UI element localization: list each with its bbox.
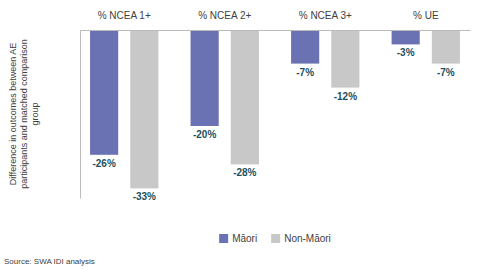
bar	[432, 30, 460, 64]
y-axis-title-line: participants and matched comparison	[19, 39, 29, 189]
bar	[90, 30, 118, 155]
tick: % NCEA 3+	[299, 10, 352, 21]
legend-swatch	[219, 234, 228, 243]
legend: Māori Non-Māori	[219, 233, 331, 244]
y-axis-line	[80, 31, 81, 199]
y-axis-title-line: group	[30, 102, 40, 125]
y-axis-title-line: Difference in outcomes between AE	[8, 43, 18, 185]
chart: % NCEA 1+ % NCEA 2+ % NCEA 3+ % UE -26% -20% -…	[0, 0, 480, 270]
legend-item: Māori	[219, 233, 257, 244]
tick: % UE	[413, 10, 439, 21]
tick: % NCEA 1+	[98, 10, 151, 21]
bar	[291, 30, 319, 64]
category-label: % NCEA 2+	[198, 10, 251, 21]
data-label: -7%	[437, 67, 455, 78]
x-axis-line	[81, 30, 471, 31]
bar	[191, 30, 219, 126]
data-label: -7%	[296, 67, 314, 78]
bar	[392, 30, 420, 44]
legend-label: Non-Māori	[284, 233, 331, 244]
plot: % NCEA 1+ % NCEA 2+ % NCEA 3+ % UE -26% -20% -…	[81, 10, 471, 202]
legend-swatch	[271, 234, 280, 243]
y-axis	[80, 31, 81, 199]
category-label: % NCEA 1+	[98, 10, 151, 21]
legend-label: Māori	[232, 233, 257, 244]
legend-item: Non-Māori	[271, 233, 331, 244]
bar	[130, 30, 158, 188]
data-label: -3%	[397, 47, 415, 58]
source-note: Source: SWA IDI analysis	[4, 257, 95, 266]
tick: % NCEA 2+	[198, 10, 251, 21]
category-label: % UE	[413, 10, 439, 21]
bar	[231, 30, 259, 164]
x-axis: % NCEA 1+ % NCEA 2+ % NCEA 3+ % UE	[81, 10, 471, 31]
data-label: -26%	[92, 158, 115, 169]
data-label: -20%	[193, 129, 216, 140]
data-label: -33%	[133, 191, 156, 202]
data-label: -28%	[233, 167, 256, 178]
category-label: % NCEA 3+	[299, 10, 352, 21]
data-label: -12%	[334, 91, 357, 102]
bars	[90, 30, 460, 188]
bar	[331, 30, 359, 88]
y-axis-title: Difference in outcomes between AEpartici…	[8, 39, 40, 189]
